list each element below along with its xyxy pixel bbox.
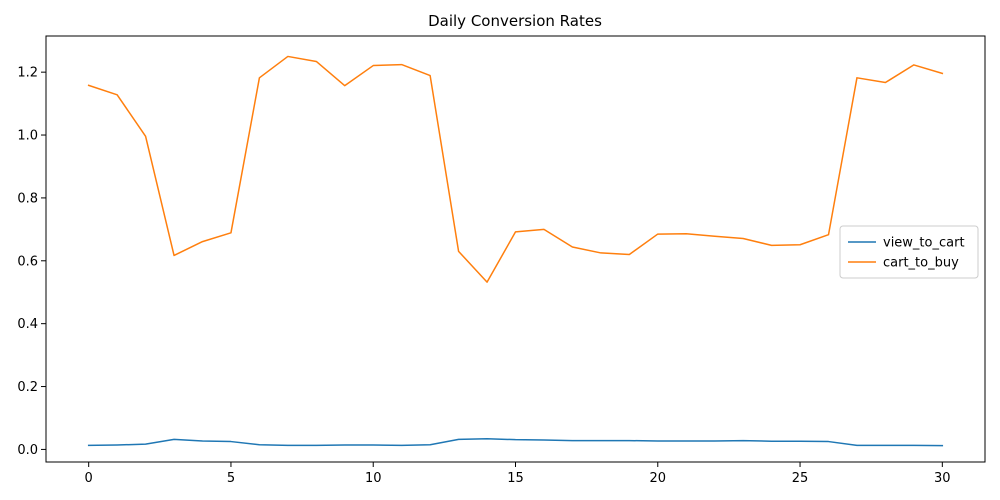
y-tick-label: 0.4 xyxy=(17,317,38,332)
y-tick-label: 0.6 xyxy=(17,254,38,269)
legend: view_to_cart cart_to_buy xyxy=(839,225,979,279)
series-layer xyxy=(87,55,944,447)
y-tick-label: 1.2 xyxy=(17,66,38,81)
x-tick-label: 5 xyxy=(227,471,235,486)
x-tick-label: 25 xyxy=(792,471,809,486)
series-line-cart-to-buy xyxy=(87,55,944,283)
y-tick-label: 0.8 xyxy=(17,191,38,206)
chart-title: Daily Conversion Rates xyxy=(428,12,602,30)
legend-box xyxy=(839,225,979,279)
y-axis: 0.0 0.2 0.4 0.6 0.8 1.0 1.2 xyxy=(17,66,46,458)
series-line-view-to-cart xyxy=(87,437,944,447)
legend-label-view-to-cart: view_to_cart xyxy=(883,236,965,251)
y-tick-label: 1.0 xyxy=(17,129,38,144)
legend-label-cart-to-buy: cart_to_buy xyxy=(883,256,959,271)
y-tick-label: 0.2 xyxy=(17,380,38,395)
x-tick-label: 20 xyxy=(649,471,666,486)
x-tick-label: 0 xyxy=(85,471,93,486)
x-tick-label: 10 xyxy=(365,471,382,486)
x-tick-label: 30 xyxy=(934,471,951,486)
y-tick-label: 0.0 xyxy=(17,443,38,458)
x-axis: 0 5 10 15 20 25 30 xyxy=(85,462,951,486)
x-tick-label: 15 xyxy=(507,471,524,486)
